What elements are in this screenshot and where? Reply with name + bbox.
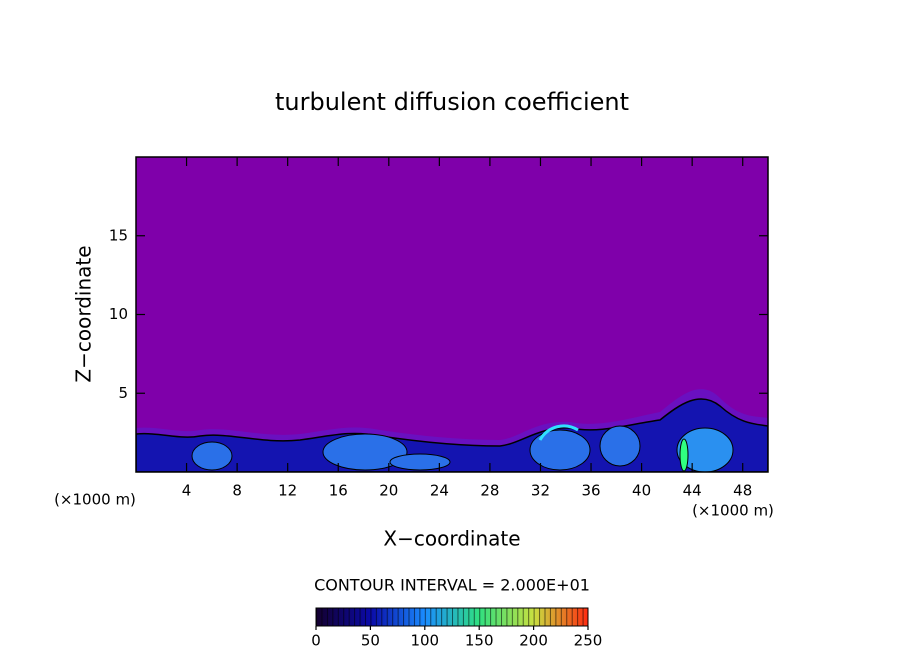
x-tick-label: 12 <box>278 482 297 500</box>
colorbar-tick-label: 150 <box>465 632 494 650</box>
y-tick-label: 10 <box>109 305 128 323</box>
x-tick-label: 16 <box>329 482 348 500</box>
y-tick-label: 15 <box>109 226 128 244</box>
contour-interval: CONTOUR INTERVAL = 2.000E+01 <box>314 576 590 595</box>
chart-title: turbulent diffusion coefficient <box>275 88 629 116</box>
colorbar-frame <box>315 607 589 627</box>
field-features <box>136 389 768 472</box>
colorbar-tick-label: 100 <box>410 632 439 650</box>
colorbar-tick-label: 250 <box>574 632 603 650</box>
x-tick-label: 4 <box>182 482 192 500</box>
x-axis-label: X−coordinate <box>383 527 520 551</box>
x-tick-label: 32 <box>531 482 550 500</box>
x-tick-label: 48 <box>733 482 752 500</box>
x-tick-label: 40 <box>632 482 651 500</box>
x-tick-label: 24 <box>430 482 449 500</box>
x-tick-label: 44 <box>683 482 702 500</box>
colorbar-tick-label: 200 <box>519 632 548 650</box>
colorbar-tick-label: 0 <box>311 632 321 650</box>
y-tick-label: 5 <box>118 384 128 402</box>
x-tick-label: 36 <box>581 482 600 500</box>
y-axis-label: Z−coordinate <box>72 245 96 382</box>
y-unit: (×1000 m) <box>54 491 136 509</box>
x-tick-label: 28 <box>480 482 499 500</box>
x-unit: (×1000 m) <box>692 502 774 520</box>
colorbar-tick-label: 50 <box>361 632 380 650</box>
x-tick-label: 20 <box>379 482 398 500</box>
x-tick-label: 8 <box>232 482 242 500</box>
